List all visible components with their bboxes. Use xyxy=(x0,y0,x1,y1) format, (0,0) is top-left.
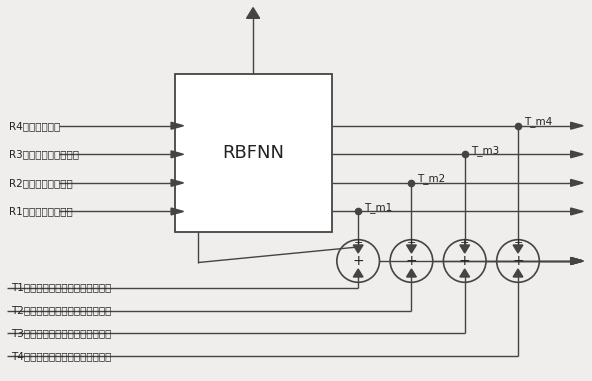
Polygon shape xyxy=(460,269,469,277)
Text: T_m1: T_m1 xyxy=(364,202,392,213)
Polygon shape xyxy=(513,245,523,253)
Polygon shape xyxy=(407,245,416,253)
Text: +: + xyxy=(513,238,523,248)
Text: −: − xyxy=(406,271,417,284)
Text: +: + xyxy=(352,254,364,268)
Text: T_m2: T_m2 xyxy=(417,173,446,184)
Bar xyxy=(175,74,332,232)
Text: R3（生产节奏计算値）: R3（生产节奏计算値） xyxy=(9,149,79,159)
Text: +: + xyxy=(512,254,524,268)
Polygon shape xyxy=(171,208,184,215)
Text: RBFNN: RBFNN xyxy=(222,144,284,162)
Text: T_m4: T_m4 xyxy=(524,116,552,127)
Text: R4（钒坤种类）: R4（钒坤种类） xyxy=(9,121,60,131)
Text: T2（实际加热炉均热段下部炉温）: T2（实际加热炉均热段下部炉温） xyxy=(11,306,111,315)
Polygon shape xyxy=(246,8,259,18)
Polygon shape xyxy=(571,258,583,264)
Polygon shape xyxy=(171,179,184,186)
Polygon shape xyxy=(571,258,583,264)
Text: +: + xyxy=(407,238,416,248)
Text: T_m3: T_m3 xyxy=(471,145,499,156)
Polygon shape xyxy=(571,258,583,264)
Text: T1（实际加热炉均热段上部炉温）: T1（实际加热炉均热段上部炉温） xyxy=(11,283,111,293)
Text: +: + xyxy=(353,238,363,248)
Polygon shape xyxy=(513,269,523,277)
Polygon shape xyxy=(407,269,416,277)
Text: +: + xyxy=(406,254,417,268)
Polygon shape xyxy=(171,151,184,158)
Text: +: + xyxy=(460,238,469,248)
Polygon shape xyxy=(460,245,469,253)
Polygon shape xyxy=(353,269,363,277)
Text: −: − xyxy=(513,271,523,284)
Polygon shape xyxy=(571,258,583,264)
Polygon shape xyxy=(571,122,583,129)
Text: T3（实际加热炉加热段上部炉温）: T3（实际加热炉加热段上部炉温） xyxy=(11,328,111,338)
Polygon shape xyxy=(353,245,363,253)
Text: T4（实际加热炉加热段下部炉温）: T4（实际加热炉加热段下部炉温） xyxy=(11,351,111,361)
Polygon shape xyxy=(571,179,583,186)
Text: R1（钒坤入炉温度）: R1（钒坤入炉温度） xyxy=(9,207,73,216)
Text: −: − xyxy=(459,271,470,284)
Text: +: + xyxy=(459,254,471,268)
Text: −: − xyxy=(353,271,363,284)
Polygon shape xyxy=(571,151,583,158)
Text: R2（钒坤出炉温度）: R2（钒坤出炉温度） xyxy=(9,178,73,188)
Polygon shape xyxy=(171,122,184,129)
Polygon shape xyxy=(571,208,583,215)
